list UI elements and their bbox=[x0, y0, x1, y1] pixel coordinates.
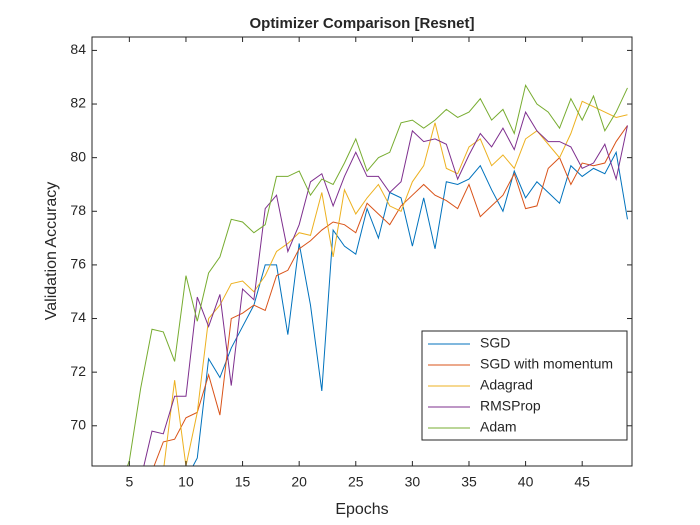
y-tick-label: 76 bbox=[70, 256, 86, 272]
y-tick-label: 70 bbox=[70, 416, 86, 432]
y-axis-label: Validation Accuracy bbox=[43, 182, 60, 320]
legend-label: Adagrad bbox=[480, 377, 533, 393]
x-axis-label: Epochs bbox=[335, 501, 388, 518]
x-tick-label: 25 bbox=[348, 474, 364, 490]
x-tick-label: 30 bbox=[405, 474, 421, 490]
legend-label: RMSProp bbox=[480, 398, 541, 414]
legend-label: SGD bbox=[480, 335, 510, 351]
y-tick-label: 74 bbox=[70, 309, 86, 325]
x-tick-label: 45 bbox=[574, 474, 590, 490]
plot-lines bbox=[126, 83, 628, 466]
y-tick-label: 78 bbox=[70, 202, 86, 218]
series-line bbox=[153, 125, 628, 466]
y-tick-label: 72 bbox=[70, 363, 86, 379]
x-tick-label: 15 bbox=[235, 474, 251, 490]
y-tick-label: 80 bbox=[70, 148, 86, 164]
chart-title: Optimizer Comparison [Resnet] bbox=[249, 15, 474, 32]
x-tick-label: 20 bbox=[291, 474, 307, 490]
axes-box bbox=[91, 36, 633, 467]
x-tick-label: 35 bbox=[461, 474, 477, 490]
x-tick-label: 40 bbox=[518, 474, 534, 490]
series-line bbox=[126, 83, 628, 466]
y-tick-label: 82 bbox=[70, 95, 86, 111]
series-line bbox=[143, 110, 628, 466]
x-tick-label: 10 bbox=[178, 474, 194, 490]
x-tick-label: 5 bbox=[125, 474, 133, 490]
legend-label: SGD with momentum bbox=[480, 356, 613, 372]
y-tick-label: 84 bbox=[70, 41, 86, 57]
legend-label: Adam bbox=[480, 419, 517, 435]
series-line bbox=[192, 150, 628, 466]
